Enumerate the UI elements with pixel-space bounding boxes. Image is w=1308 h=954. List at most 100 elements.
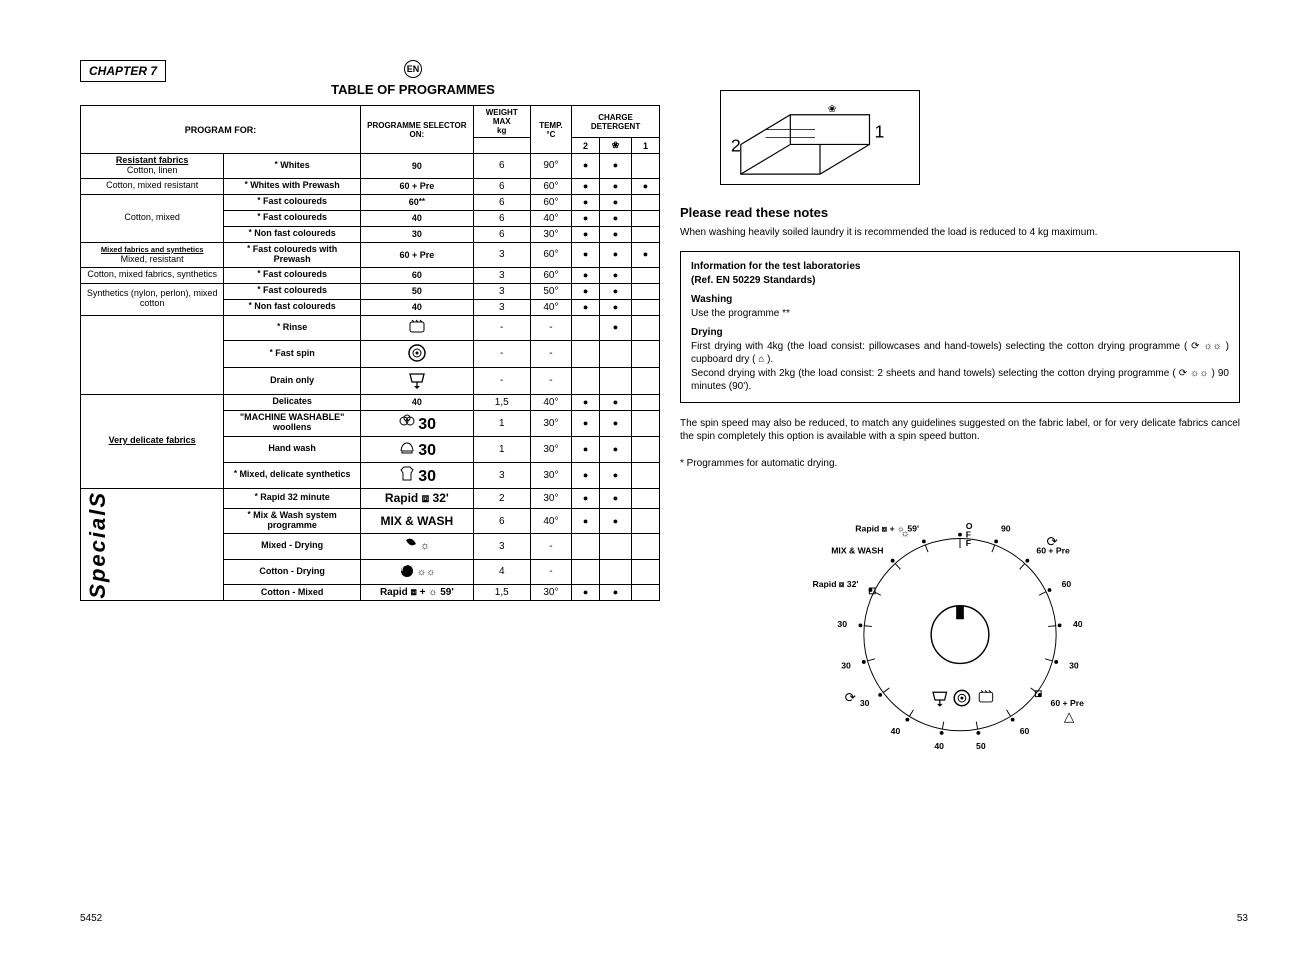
selector-value: 60** — [360, 194, 473, 210]
selector-value — [360, 340, 473, 367]
programme-description: Cotton - Mixed — [224, 584, 361, 600]
cell-d1 — [631, 394, 659, 410]
selector-value: 60 + Pre — [360, 242, 473, 267]
cell-temp: - — [530, 534, 571, 559]
cell-kg: 3 — [473, 242, 530, 267]
cell-kg: 1 — [473, 436, 530, 462]
cell-d1 — [631, 154, 659, 179]
svg-text:90: 90 — [1001, 523, 1011, 533]
cell-df: ● — [600, 488, 632, 508]
svg-text:40: 40 — [1073, 619, 1083, 629]
th-weight: WEIGHT MAX kg — [473, 106, 530, 138]
programme-description: "MACHINE WASHABLE" woollens — [224, 410, 361, 436]
cell-temp: 30° — [530, 584, 571, 600]
cell-d2: ● — [572, 210, 600, 226]
page-number-right: 53 — [1237, 913, 1248, 924]
cell-df: ● — [600, 267, 632, 283]
cell-d2: ● — [572, 226, 600, 242]
cell-temp: - — [530, 340, 571, 367]
programme-description: Cotton - Drying — [224, 559, 361, 584]
cell-kg: - — [473, 315, 530, 340]
lab-ref: (Ref. EN 50229 Standards) — [691, 274, 1229, 288]
th-det-flower: ❀ — [600, 138, 632, 154]
cell-df: ● — [600, 436, 632, 462]
drying-heading: Drying — [691, 326, 1229, 340]
selector-value: 40 — [360, 210, 473, 226]
cell-d2 — [572, 559, 600, 584]
th-selector: PROGRAMME SELECTOR ON: — [360, 106, 473, 154]
cell-d2: ● — [572, 584, 600, 600]
cell-df: ● — [600, 154, 632, 179]
cell-kg: - — [473, 340, 530, 367]
cell-df: ● — [600, 283, 632, 299]
programme-description: * Fast spin — [224, 340, 361, 367]
cell-d1: ● — [631, 178, 659, 194]
programme-description: * Rapid 32 minute — [224, 488, 361, 508]
cell-kg: 1,5 — [473, 584, 530, 600]
lab-title: Information for the test laboratories — [691, 260, 1229, 274]
cell-kg: 3 — [473, 299, 530, 315]
cell-kg: 6 — [473, 226, 530, 242]
cell-d2 — [572, 367, 600, 394]
programme-description: * Non fast coloureds — [224, 226, 361, 242]
cell-df: ● — [600, 210, 632, 226]
fabric-category: Resistant fabricsCotton, linen — [81, 154, 224, 179]
svg-text:60: 60 — [1062, 578, 1072, 588]
spin-note: The spin speed may also be reduced, to m… — [680, 417, 1240, 443]
fabric-category: Cotton, mixed resistant — [81, 178, 224, 194]
cell-d2: ● — [572, 242, 600, 267]
selector-value: Rapid ⧈ 32' — [360, 488, 473, 508]
programme-description: * Fast coloureds — [224, 194, 361, 210]
cell-d1 — [631, 559, 659, 584]
th-det-1: 1 — [631, 138, 659, 154]
selector-value: 90 — [360, 154, 473, 179]
programme-description: * Fast coloureds — [224, 267, 361, 283]
svg-text:△: △ — [1064, 709, 1074, 724]
cell-d1 — [631, 315, 659, 340]
programme-description: * Non fast coloureds — [224, 299, 361, 315]
fabric-category: Synthetics (nylon, perlon), mixed cotton — [81, 283, 224, 315]
programme-description: * Fast coloureds with Prewash — [224, 242, 361, 267]
cell-d2: ● — [572, 299, 600, 315]
cell-df — [600, 559, 632, 584]
cell-kg: 6 — [473, 210, 530, 226]
cell-kg: 6 — [473, 194, 530, 210]
cell-kg: 1,5 — [473, 394, 530, 410]
programme-description: * Rinse — [224, 315, 361, 340]
left-page: CHAPTER 7 EN TABLE OF PROGRAMMES PROGRAM… — [80, 60, 660, 601]
fabric-category: Very delicate fabrics — [81, 394, 224, 488]
selector-value — [360, 315, 473, 340]
cell-df — [600, 367, 632, 394]
programme-description: Delicates — [224, 394, 361, 410]
cell-d1 — [631, 534, 659, 559]
th-program-for: PROGRAM FOR: — [81, 106, 361, 154]
cell-d1 — [631, 340, 659, 367]
programme-description: Mixed - Drying — [224, 534, 361, 559]
selector-value — [360, 367, 473, 394]
svg-text:Rapid ⧈ + ☼ 59': Rapid ⧈ + ☼ 59' — [855, 523, 919, 533]
cell-d2 — [572, 340, 600, 367]
cell-d1: ● — [631, 242, 659, 267]
cell-d1 — [631, 267, 659, 283]
notes-line1: When washing heavily soiled laundry it i… — [680, 226, 1240, 239]
chapter-box: CHAPTER 7 — [80, 60, 166, 82]
cell-df: ● — [600, 508, 632, 533]
cell-df: ● — [600, 299, 632, 315]
programme-description: * Mixed, delicate synthetics — [224, 462, 361, 488]
cell-d1 — [631, 210, 659, 226]
cell-d1 — [631, 462, 659, 488]
cell-df: ● — [600, 584, 632, 600]
cell-kg: 6 — [473, 154, 530, 179]
cell-d1 — [631, 226, 659, 242]
selector-value: ☼☼ — [360, 559, 473, 584]
th-kg-blank — [473, 138, 530, 154]
fabric-category — [81, 315, 224, 394]
th-detergent: CHARGE DETERGENT — [572, 106, 660, 138]
cell-temp: 30° — [530, 462, 571, 488]
svg-text:50: 50 — [976, 741, 986, 750]
selector-value: MIX & WASH — [360, 508, 473, 533]
lab-info-box: Information for the test laboratories (R… — [680, 251, 1240, 403]
programme-description: * Whites — [224, 154, 361, 179]
cell-df: ● — [600, 226, 632, 242]
detergent-tray-diagram: ❀ 1 2 — [720, 90, 920, 185]
